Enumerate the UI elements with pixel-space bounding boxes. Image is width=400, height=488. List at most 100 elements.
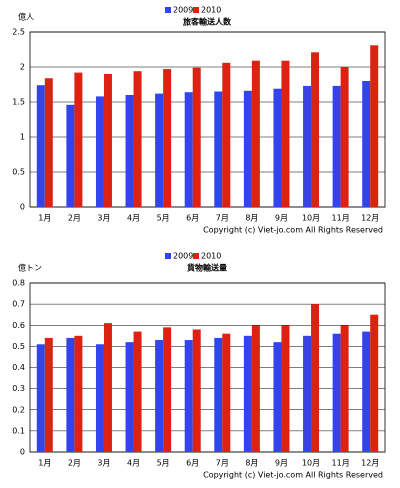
bar <box>332 333 341 452</box>
x-tick-label: 3月 <box>97 459 110 468</box>
legend-swatch <box>193 253 199 259</box>
bar <box>370 314 379 452</box>
bar <box>103 74 112 207</box>
legend-swatch <box>165 253 171 259</box>
bar <box>95 96 104 207</box>
plot-area <box>29 31 386 208</box>
x-tick-label: 10月 <box>302 459 320 468</box>
bar <box>362 331 371 452</box>
bar <box>281 325 290 452</box>
y-tick-label: 1 <box>20 133 25 142</box>
y-tick-label: 0.8 <box>12 279 25 288</box>
bar <box>311 52 320 207</box>
legend-label: 2010 <box>201 252 221 261</box>
bar <box>44 78 53 207</box>
y-tick-label: 0.5 <box>12 342 25 351</box>
bar <box>340 67 349 207</box>
bar <box>243 90 252 207</box>
x-tick-label: 8月 <box>245 214 258 223</box>
y-tick-label: 0.7 <box>12 300 25 309</box>
copyright: Copyright (c) Viet-jo.com All Rights Res… <box>203 226 383 235</box>
y-tick-label: 0.2 <box>12 405 25 414</box>
bar <box>133 71 142 207</box>
x-tick-label: 2月 <box>68 459 81 468</box>
y-tick-label: 0 <box>20 448 25 457</box>
bar <box>362 81 371 207</box>
y-tick-label: 0.5 <box>12 168 25 177</box>
bar <box>243 335 252 452</box>
x-tick-label: 5月 <box>157 459 170 468</box>
bar <box>273 88 282 207</box>
bar <box>370 45 379 207</box>
bar <box>44 337 53 452</box>
legend-label: 2009 <box>173 252 193 261</box>
bar <box>214 337 223 452</box>
legend-label: 2010 <box>201 6 221 15</box>
bar <box>163 327 172 452</box>
y-tick-label: 0.6 <box>12 321 25 330</box>
bar <box>36 85 45 207</box>
bar <box>251 325 260 452</box>
y-tick-label: 0.1 <box>12 426 25 435</box>
bar <box>125 342 134 452</box>
copyright: Copyright (c) Viet-jo.com All Rights Res… <box>203 471 383 480</box>
x-tick-label: 8月 <box>245 459 258 468</box>
bar <box>74 72 83 207</box>
bar <box>95 344 104 452</box>
y-axis-label: 億人 <box>18 12 34 22</box>
bar <box>103 323 112 452</box>
x-tick-label: 12月 <box>361 459 379 468</box>
y-tick-label: 0.4 <box>12 363 25 372</box>
y-tick-label: 2.5 <box>12 28 25 37</box>
x-tick-label: 2月 <box>68 214 81 223</box>
legend-label: 2009 <box>173 6 193 15</box>
x-tick-label: 7月 <box>216 459 229 468</box>
x-tick-label: 9月 <box>275 459 288 468</box>
legend-swatch <box>165 7 171 13</box>
x-tick-label: 1月 <box>38 459 51 468</box>
x-tick-label: 7月 <box>216 214 229 223</box>
x-tick-label: 4月 <box>127 459 140 468</box>
x-tick-label: 6月 <box>186 459 199 468</box>
x-tick-label: 1月 <box>38 214 51 223</box>
bar <box>66 104 75 207</box>
x-tick-label: 4月 <box>127 214 140 223</box>
x-tick-label: 6月 <box>186 214 199 223</box>
bar <box>303 335 312 452</box>
legend-swatch <box>193 7 199 13</box>
bar <box>163 69 172 207</box>
bar <box>273 342 282 452</box>
bar <box>281 60 290 208</box>
bar <box>184 340 193 452</box>
bar <box>340 325 349 452</box>
bar <box>74 335 83 452</box>
bar <box>222 333 231 452</box>
y-tick-label: 0 <box>20 203 25 212</box>
bar <box>311 304 320 452</box>
x-tick-label: 11月 <box>332 459 350 468</box>
bar <box>251 60 260 208</box>
chart-title: 旅客輸送人数 <box>183 17 232 27</box>
bar <box>36 344 45 452</box>
bar <box>125 95 134 207</box>
x-tick-label: 12月 <box>361 214 379 223</box>
bar <box>155 340 164 452</box>
bar <box>303 85 312 207</box>
y-tick-label: 1.5 <box>12 98 25 107</box>
bar <box>133 331 142 452</box>
y-tick-label: 2 <box>20 63 25 72</box>
bar <box>222 62 231 207</box>
bar <box>155 93 164 207</box>
x-tick-label: 5月 <box>157 214 170 223</box>
x-tick-label: 3月 <box>97 214 110 223</box>
bar <box>332 85 341 207</box>
x-tick-label: 10月 <box>302 214 320 223</box>
bar <box>184 92 193 207</box>
y-tick-label: 0.3 <box>12 384 25 393</box>
bar <box>192 67 201 207</box>
bar <box>192 329 201 452</box>
x-tick-label: 11月 <box>332 214 350 223</box>
bar <box>66 337 75 452</box>
bar <box>214 91 223 207</box>
